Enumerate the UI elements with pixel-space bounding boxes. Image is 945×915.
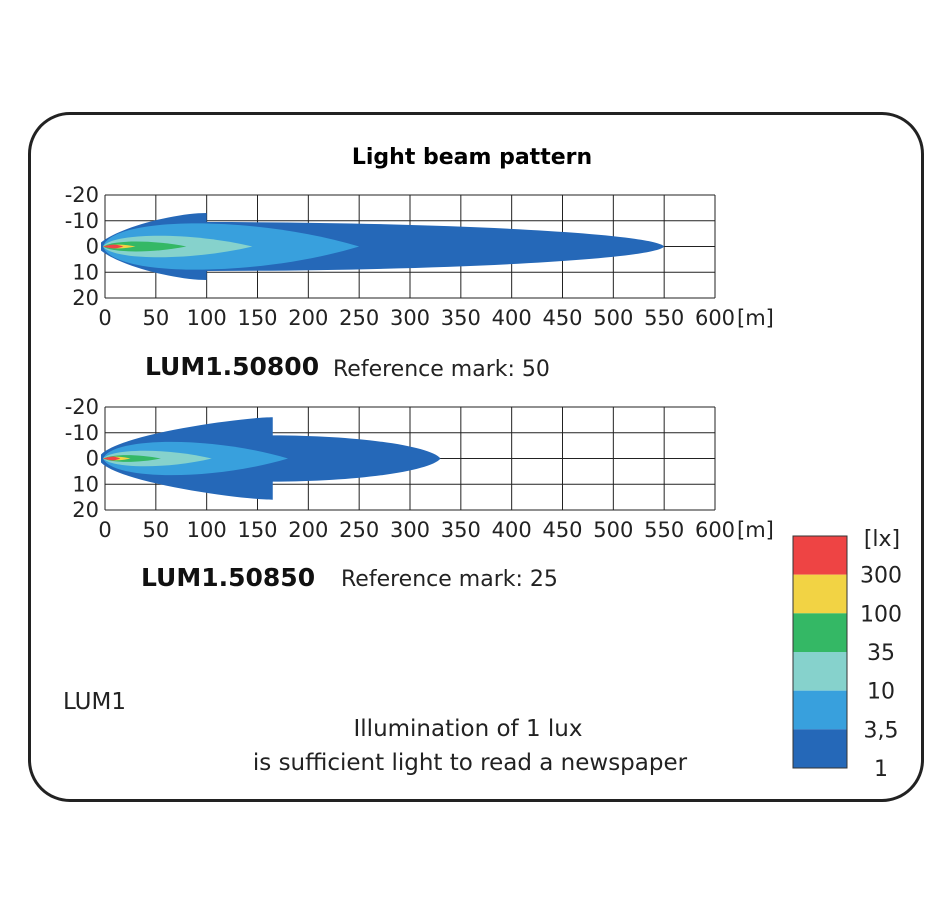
family-label: LUM1 xyxy=(63,689,126,715)
y-tick-label: -20 xyxy=(65,183,99,207)
x-tick-label: 450 xyxy=(542,518,582,542)
y-tick-label: -10 xyxy=(65,209,99,233)
legend-swatch xyxy=(793,652,847,691)
legend-swatch xyxy=(793,574,847,614)
x-tick-label: 0 xyxy=(98,518,111,542)
x-tick-label: 100 xyxy=(187,518,227,542)
legend-swatch xyxy=(793,690,847,730)
legend-swatch xyxy=(793,729,847,768)
legend-label: 300 xyxy=(860,564,902,589)
x-axis-unit: [m] xyxy=(737,518,774,542)
x-axis-unit: [m] xyxy=(737,306,774,330)
x-tick-label: 400 xyxy=(492,518,532,542)
x-tick-label: 350 xyxy=(441,306,481,330)
legend-border xyxy=(792,535,848,769)
isolux-area-35-lx xyxy=(103,241,187,252)
caption-line-2: is sufficient light to read a newspaper xyxy=(253,750,688,776)
lux-legend: [lx] 300 100 35 10 3,5 1 xyxy=(792,527,902,782)
y-tick-label: -20 xyxy=(65,395,99,419)
legend-label: 1 xyxy=(874,757,888,782)
x-tick-label: 50 xyxy=(142,518,169,542)
model-label-2: LUM1.50850 xyxy=(141,563,315,592)
x-tick-label: 500 xyxy=(593,306,633,330)
legend-label: 100 xyxy=(860,602,902,627)
model-label-1: LUM1.50800 xyxy=(145,352,319,381)
legend-swatch xyxy=(793,613,847,652)
y-tick-label: 0 xyxy=(86,235,99,259)
x-tick-label: 250 xyxy=(339,518,379,542)
y-tick-label: 10 xyxy=(72,472,99,496)
y-tick-label: 10 xyxy=(72,260,99,284)
x-tick-label: 400 xyxy=(492,306,532,330)
x-tick-label: 600 xyxy=(695,518,735,542)
x-tick-label: 100 xyxy=(187,306,227,330)
legend-label: 3,5 xyxy=(864,718,899,743)
beam-panel-1: 0 50 100 150 200 250 300 350 400 450 500 550 600 [m]-… xyxy=(65,183,774,330)
y-tick-label: 20 xyxy=(72,498,99,522)
isolux-area-300-lx xyxy=(103,456,121,461)
reference-mark-1: Reference mark: 50 xyxy=(333,357,550,382)
legend-label: 10 xyxy=(867,680,895,705)
x-tick-label: 200 xyxy=(288,518,328,542)
x-tick-label: 150 xyxy=(237,518,277,542)
legend-swatch xyxy=(793,536,847,575)
y-tick-label: 0 xyxy=(86,447,99,471)
x-tick-label: 550 xyxy=(644,306,684,330)
chart-title: Light beam pattern xyxy=(352,145,592,170)
x-tick-label: 300 xyxy=(390,306,430,330)
y-tick-label: 20 xyxy=(72,286,99,310)
x-tick-label: 600 xyxy=(695,306,735,330)
x-tick-label: 500 xyxy=(593,518,633,542)
x-tick-label: 450 xyxy=(542,306,582,330)
reference-mark-2: Reference mark: 25 xyxy=(341,567,558,592)
x-tick-label: 350 xyxy=(441,518,481,542)
x-tick-label: 550 xyxy=(644,518,684,542)
x-tick-label: 150 xyxy=(237,306,277,330)
x-tick-label: 50 xyxy=(142,306,169,330)
x-tick-label: 0 xyxy=(98,306,111,330)
beam-panel-2: 0 50 100 150 200 250 300 350 400 450 500 550 600 [m]-… xyxy=(65,395,774,542)
x-tick-label: 200 xyxy=(288,306,328,330)
caption-line-1: Illumination of 1 lux xyxy=(354,716,583,742)
legend-label: 35 xyxy=(867,641,895,666)
legend-unit: [lx] xyxy=(864,527,900,552)
y-tick-label: -10 xyxy=(65,421,99,445)
x-tick-label: 300 xyxy=(390,518,430,542)
x-tick-label: 250 xyxy=(339,306,379,330)
isolux-area-300-lx xyxy=(103,244,124,249)
